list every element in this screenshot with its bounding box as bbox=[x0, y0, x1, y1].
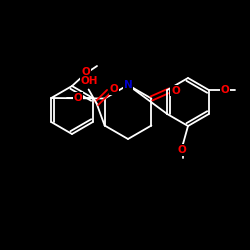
Text: O: O bbox=[171, 86, 180, 96]
Text: O: O bbox=[82, 67, 90, 77]
Text: O: O bbox=[220, 85, 229, 95]
Text: O: O bbox=[74, 93, 82, 103]
Text: O: O bbox=[109, 84, 118, 94]
Text: OH: OH bbox=[81, 76, 98, 86]
Text: N: N bbox=[124, 80, 132, 90]
Text: O: O bbox=[178, 145, 186, 155]
